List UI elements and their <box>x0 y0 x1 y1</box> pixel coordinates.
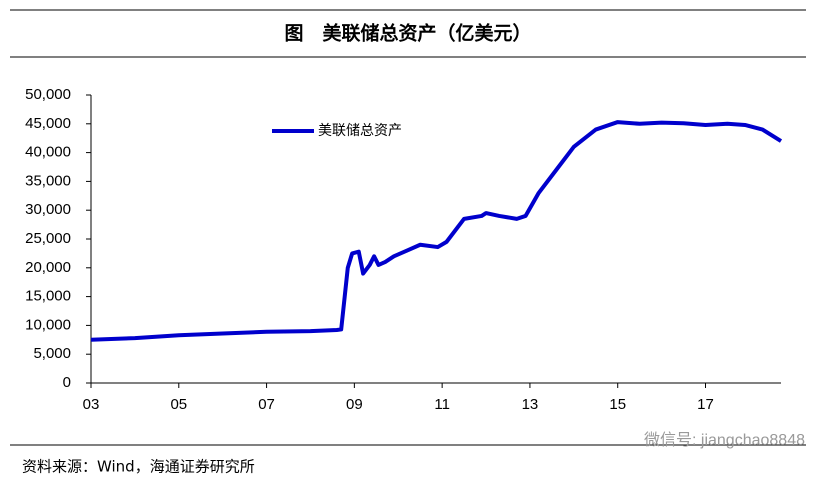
x-tick-label: 05 <box>170 396 187 413</box>
y-tick-label: 35,000 <box>25 172 71 189</box>
y-tick-label: 40,000 <box>25 144 71 161</box>
x-tick-label: 09 <box>346 396 363 413</box>
x-tick-label: 11 <box>434 396 450 413</box>
y-tick-label: 45,000 <box>25 115 71 132</box>
y-tick-label: 15,000 <box>25 288 71 305</box>
y-tick-label: 0 <box>63 374 71 391</box>
y-tick-label: 5,000 <box>33 345 71 362</box>
y-tick-label: 30,000 <box>25 201 71 218</box>
y-tick-label: 25,000 <box>25 230 71 247</box>
watermark: 微信号: jiangchao8848 <box>644 431 805 449</box>
y-tick-label: 10,000 <box>25 316 71 333</box>
x-tick-label: 03 <box>83 396 100 413</box>
y-tick-label: 20,000 <box>25 259 71 276</box>
x-tick-label: 17 <box>697 396 714 413</box>
x-tick-label: 07 <box>258 396 275 413</box>
legend-label: 美联储总资产 <box>318 123 402 139</box>
y-tick-label: 50,000 <box>25 86 71 103</box>
x-tick-label: 15 <box>609 396 626 413</box>
data-line <box>90 120 783 342</box>
source: 资料来源：Wind，海通证券研究所 <box>22 458 255 476</box>
chart-title: 图 美联储总资产（亿美元） <box>284 22 531 45</box>
x-tick-label: 13 <box>522 396 539 413</box>
